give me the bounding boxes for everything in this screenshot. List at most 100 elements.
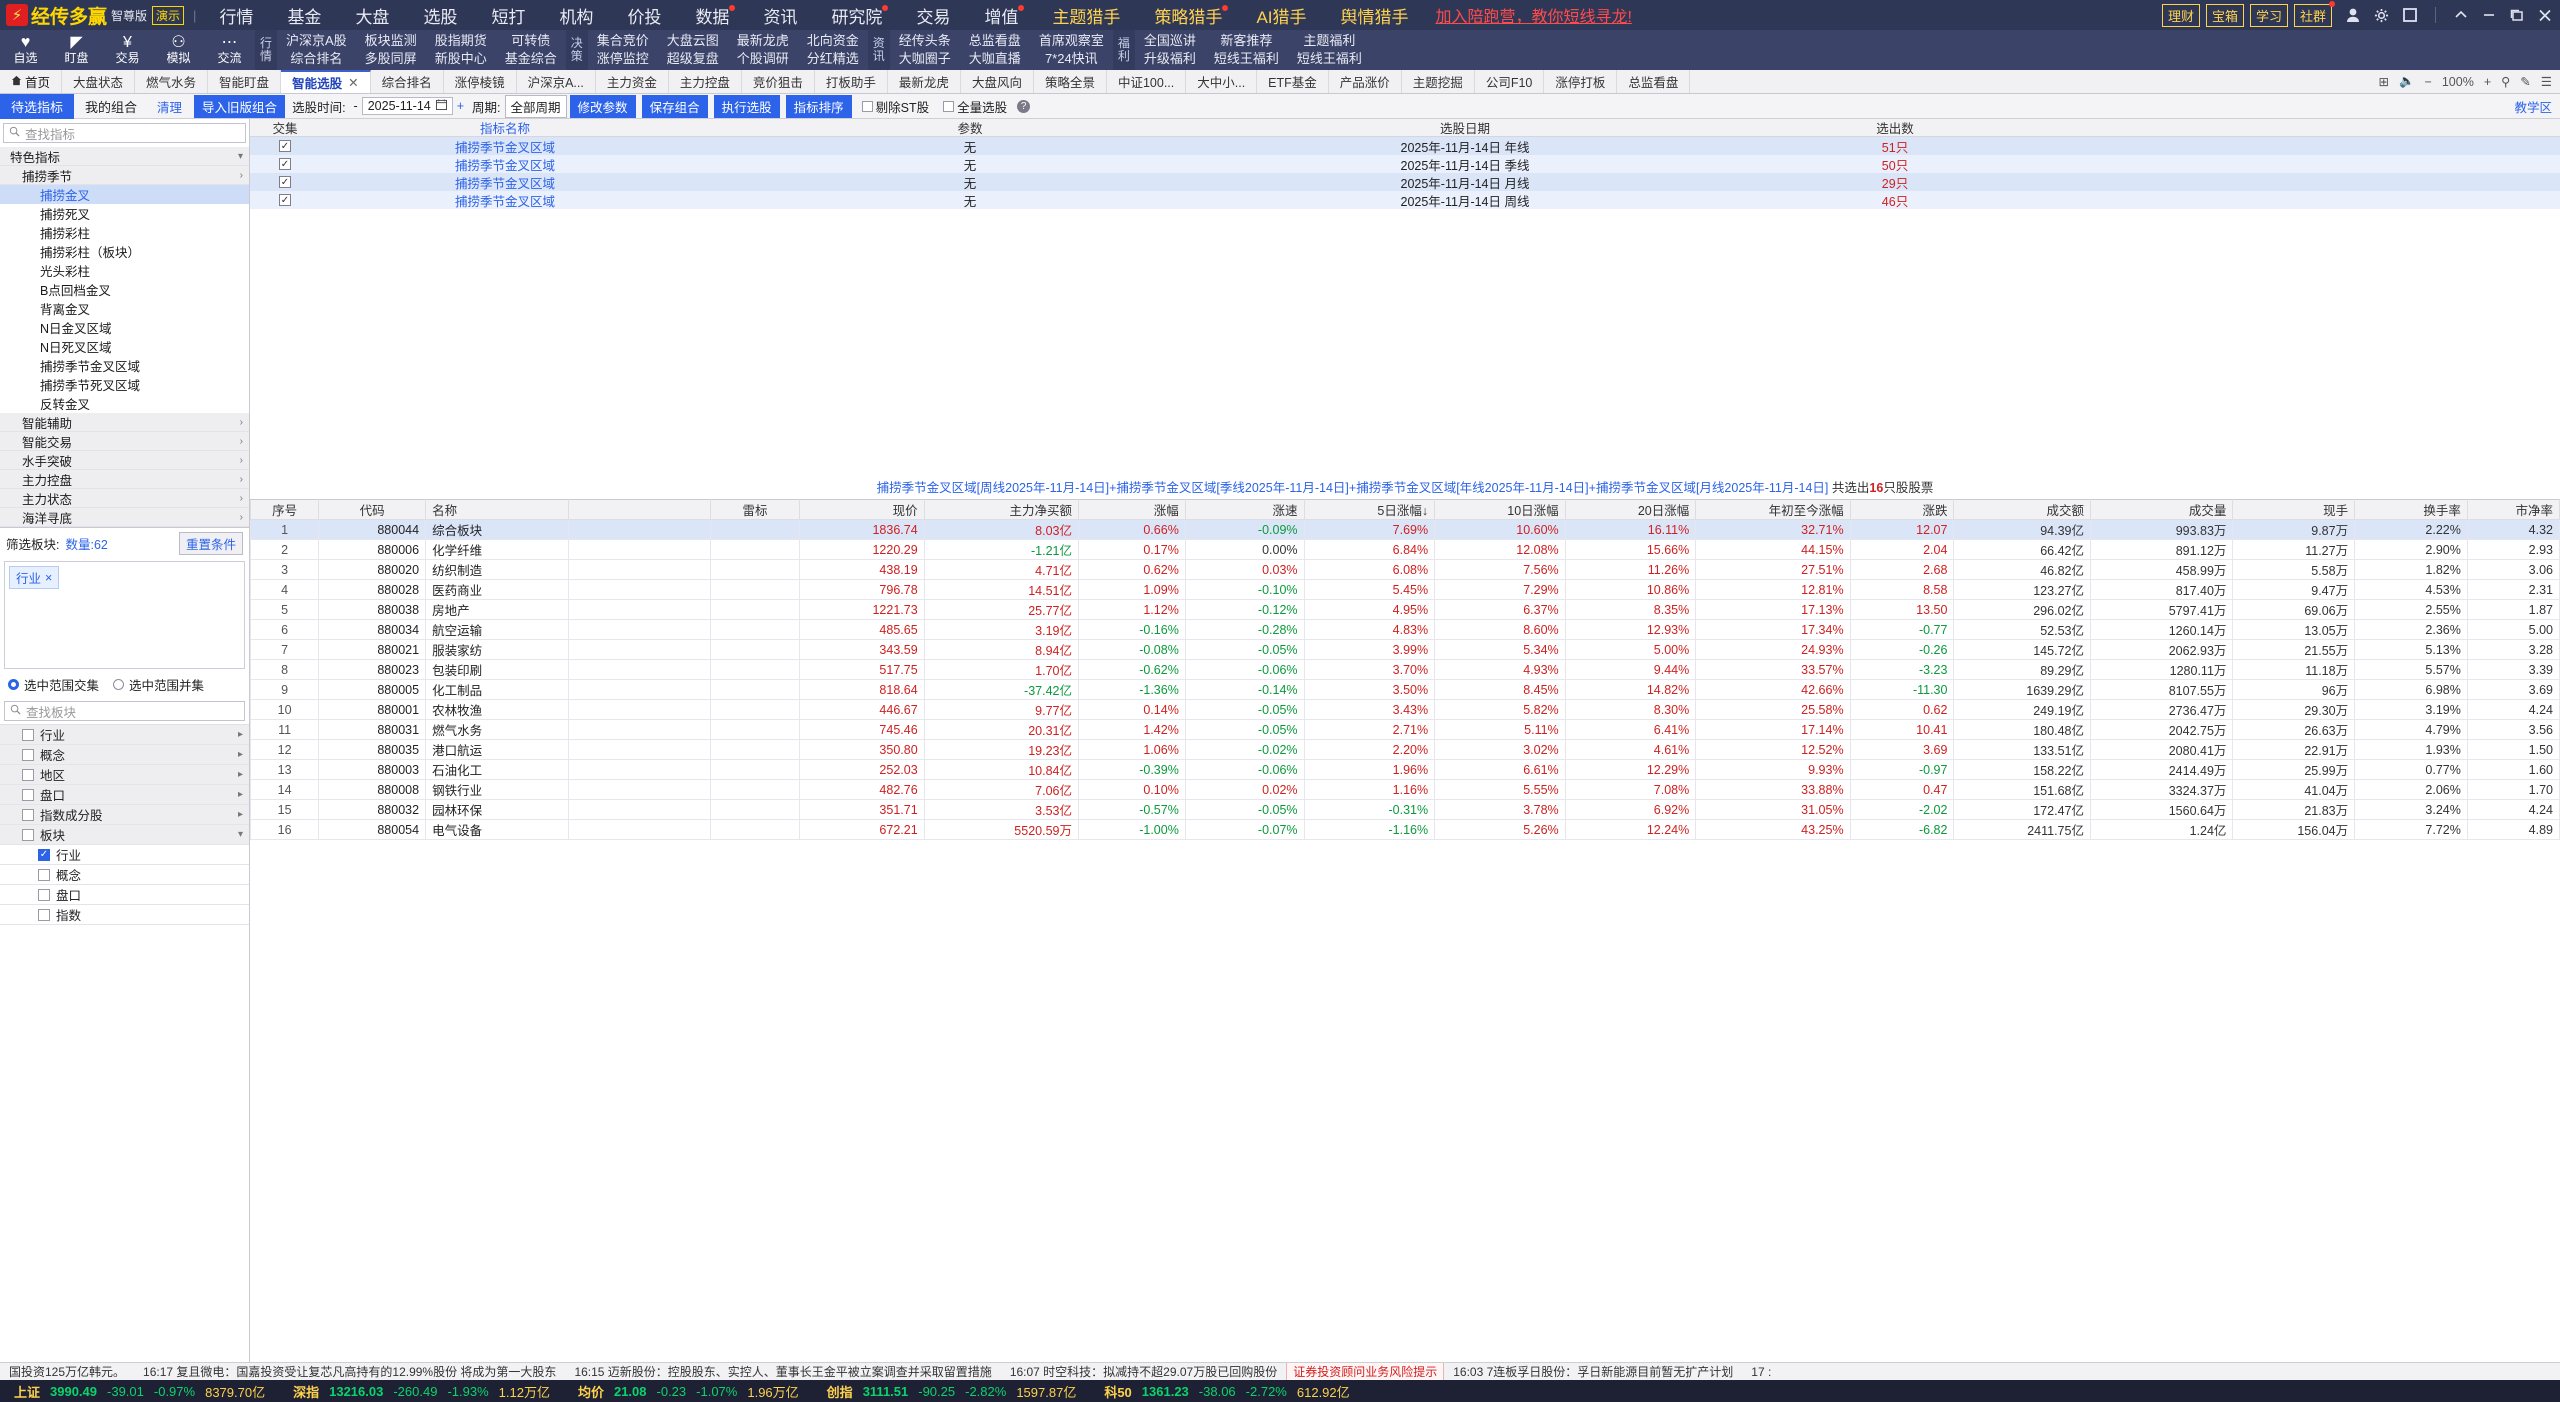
index-科50[interactable]: 科50 1361.23 -38.06 -2.72% 612.92亿 (1090, 1382, 1363, 1401)
time-increase-button[interactable]: + (456, 99, 465, 113)
nav-cell-top[interactable]: 新客推荐 (1220, 33, 1273, 48)
nav-item-3[interactable]: 选股 (423, 7, 458, 27)
period-select[interactable]: 全部周期 (504, 94, 567, 118)
tab-21[interactable]: 总监看盘 (1617, 70, 1691, 93)
nav-chat-icon[interactable]: ⋯ 交流 (204, 35, 255, 66)
row-checkbox-cell[interactable]: ✓ (250, 158, 320, 170)
nav-cell-2-2[interactable]: 首席观察室 7*24快讯 (1030, 30, 1113, 70)
nav-item-15[interactable]: 舆情猎手 (1340, 7, 1409, 27)
nav-item-8[interactable]: 资讯 (763, 7, 798, 27)
nav-icon-group[interactable]: ♥ 自选 ◤ 盯盘 ¥ 交易 ⚇ 模拟 ⋯ 交流 (0, 30, 255, 70)
exclude-st-box[interactable] (861, 100, 873, 112)
sector-check-8[interactable]: 盘口 (0, 885, 249, 905)
table-row[interactable]: 2 880006 化学纤维 1220.29 -1.21亿 0.17% 0.00% 6.84% 1… (249, 539, 2560, 560)
sector-check-3[interactable]: 盘口 ▸ (0, 785, 249, 805)
results-header-row[interactable]: 序号 代码 名称 雷标 现价 主力净买额 涨幅 涨速 5日涨幅↓ 10日涨幅 20日涨幅 年初至今涨幅… (249, 499, 2560, 520)
nav-cell-bottom[interactable]: 新股中心 (434, 51, 487, 66)
tab-list[interactable]: 大盘状态 燃气水务 智能盯盘 智能选股 ✕ 综合排名 涨停棱镜 沪深京A... 主力资金 主力控盘… (62, 70, 1691, 93)
checkbox[interactable]: ✓ (279, 176, 291, 188)
tab-1[interactable]: 燃气水务 (135, 70, 209, 93)
sector-check-1[interactable]: 概念 ▸ (0, 745, 249, 765)
index-均价[interactable]: 均价 21.08 -0.23 -1.07% 1.96万亿 (564, 1382, 813, 1401)
tab-3[interactable]: 智能选股 ✕ (281, 70, 371, 93)
checkbox[interactable] (38, 908, 50, 921)
edit-icon[interactable]: ✎ (2520, 75, 2531, 89)
row-indicator-name[interactable]: 捕捞季节金叉区域 (454, 158, 555, 173)
results-col-0[interactable]: 序号 (249, 499, 320, 520)
table-row[interactable]: 3 880020 纺织制造 438.19 4.71亿 0.62% 0.03% 6.08% 7.5… (249, 559, 2560, 580)
radio-intersect-dot[interactable] (8, 679, 19, 690)
nav-section-group[interactable]: 行情沪深京A股 综合排名 板块监测 多股同屏 股指期货 新股中心 可转债 基金综合决策集合竞价… (255, 30, 1371, 70)
chevron-icon[interactable]: ▸ (237, 729, 243, 740)
nav-cell-top[interactable]: 集合竞价 (596, 33, 649, 48)
pin-icon[interactable]: ⚲ (2501, 75, 2511, 89)
plus-icon[interactable]: + (2483, 74, 2492, 89)
row-indicator-name[interactable]: 捕捞季节金叉区域 (454, 140, 555, 155)
tab-17[interactable]: 产品涨价 (1329, 70, 1402, 93)
checkbox[interactable] (22, 748, 34, 761)
indicator-row[interactable]: ✓ 捕捞季节金叉区域 无 2025年-11月-14日 年线 51只 (250, 137, 2560, 155)
nav-yuan-icon[interactable]: ¥ 交易 (102, 35, 153, 66)
sector-check-9[interactable]: 指数 (0, 905, 249, 925)
table-row[interactable]: 14 880008 钢铁行业 482.76 7.06亿 0.10% 0.02% 1.16% 5.… (249, 779, 2560, 800)
sector-checkbox-list[interactable]: 行业 ▸ 概念 ▸ 地区 ▸ 盘口 ▸ 指数成分股 ▸ 板块 ▾ ✓ 行业 概念 盘口 指数 (0, 724, 249, 925)
row-indicator-name[interactable]: 捕捞季节金叉区域 (454, 194, 555, 209)
sector-check-6[interactable]: ✓ 行业 (0, 845, 249, 865)
chevron-icon[interactable]: ▸ (237, 789, 243, 800)
tree-item-13[interactable]: 反转金叉 (0, 394, 249, 413)
table-row[interactable]: 10 880001 农林牧渔 446.67 9.77亿 0.14% -0.05% 3.43% 5… (249, 699, 2560, 720)
nav-group-cells[interactable]: 全国巡讲 升级福利 新客推荐 短线王福利 主题福利 短线王福利 (1135, 30, 1371, 70)
tree-item-19[interactable]: 海洋寻底 › (0, 508, 249, 527)
chevron-icon[interactable]: › (239, 511, 243, 523)
results-col-7[interactable]: 涨幅 (1077, 499, 1186, 520)
chevron-icon[interactable]: › (239, 492, 243, 504)
tree-item-12[interactable]: 捕捞季节死叉区域 (0, 375, 249, 394)
results-col-12[interactable]: 年初至今涨幅 (1695, 499, 1851, 520)
nav-item-7[interactable]: 数据 (678, 3, 746, 28)
results-col-3[interactable] (567, 499, 711, 520)
nav-gamepad-icon[interactable]: ⚇ 模拟 (153, 35, 204, 66)
results-body[interactable]: 1 880044 综合板块 1836.74 8.03亿 0.66% -0.09% 7.69% 1… (249, 519, 2560, 840)
nav-cell-0-3[interactable]: 可转债 基金综合 (496, 30, 566, 70)
checkbox[interactable]: ✓ (38, 848, 50, 861)
table-row[interactable]: 9 880005 化工制品 818.64 -37.42亿 -1.36% -0.14% 3.50… (249, 679, 2560, 700)
nav-cell-top[interactable]: 板块监测 (364, 33, 417, 48)
nav-cell-2-1[interactable]: 总监看盘 大咖直播 (960, 30, 1030, 70)
results-col-11[interactable]: 20日涨幅 (1564, 499, 1697, 520)
table-row[interactable]: 11 880031 燃气水务 745.46 20.31亿 1.42% -0.05% 2.71%… (249, 719, 2560, 740)
checkbox[interactable] (22, 808, 34, 821)
nav-cell-bottom[interactable]: 基金综合 (504, 51, 557, 66)
nav-group-cells[interactable]: 经传头条 大咖圈子 总监看盘 大咖直播 首席观察室 7*24快讯 (890, 30, 1113, 70)
execute-screen-button[interactable]: 执行选股 (713, 94, 780, 118)
chevron-icon[interactable]: › (239, 169, 243, 181)
full-screen-box[interactable] (943, 100, 955, 112)
tree-item-7[interactable]: B点回档金叉 (0, 280, 249, 299)
tab-10[interactable]: 打板助手 (815, 70, 888, 93)
tab-7[interactable]: 主力资金 (596, 70, 669, 93)
chip-理财[interactable]: 理财 (2161, 3, 2200, 27)
tree-item-10[interactable]: N日死叉区域 (0, 337, 249, 356)
nav-cell-0-2[interactable]: 股指期货 新股中心 (426, 30, 496, 70)
save-combo-button[interactable]: 保存组合 (641, 94, 708, 118)
nav-heart-icon[interactable]: ♥ 自选 (0, 35, 51, 66)
indicator-row[interactable]: ✓ 捕捞季节金叉区域 无 2025年-11月-14日 月线 29只 (250, 173, 2560, 191)
nav-cell-0-1[interactable]: 板块监测 多股同屏 (356, 30, 426, 70)
time-decrease-button[interactable]: - (353, 99, 358, 113)
tree-item-16[interactable]: 水手突破 › (0, 451, 249, 470)
radio-union-dot[interactable] (113, 679, 125, 690)
tab-20[interactable]: 涨停打板 (1544, 70, 1618, 93)
nav-cell-top[interactable]: 首席观察室 (1038, 33, 1104, 48)
menu-icon[interactable]: ☰ (2540, 75, 2552, 89)
tab-11[interactable]: 最新龙虎 (888, 70, 961, 93)
radio-union[interactable]: 选中范围并集 (113, 675, 204, 694)
full-screen-checkbox[interactable]: 全量选股 (936, 97, 1014, 116)
tree-item-17[interactable]: 主力控盘 › (0, 470, 249, 489)
tutorial-link[interactable]: 教学区 (2514, 100, 2552, 115)
indicator-row[interactable]: ✓ 捕捞季节金叉区域 无 2025年-11月-14日 季线 50只 (250, 155, 2560, 173)
nav-cell-bottom[interactable]: 大咖圈子 (898, 51, 951, 66)
results-col-4[interactable]: 雷标 (709, 499, 801, 520)
tab-19[interactable]: 公司F10 (1475, 70, 1545, 93)
reset-conditions-button[interactable]: 重置条件 (178, 532, 243, 555)
import-legacy-combo-button[interactable]: 导入旧版组合 (194, 94, 286, 118)
nav-cell-bottom[interactable]: 多股同屏 (364, 51, 417, 66)
